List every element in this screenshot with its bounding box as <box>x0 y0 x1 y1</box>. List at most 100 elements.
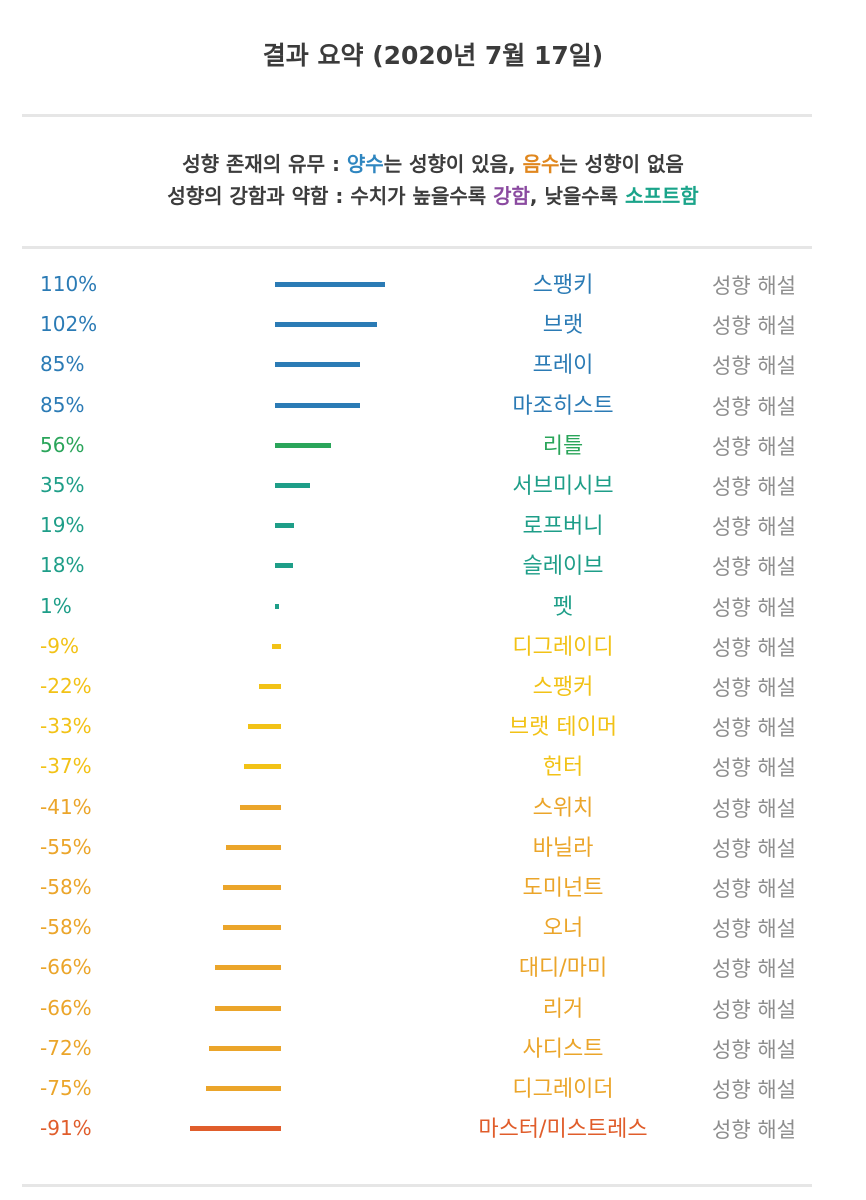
bar <box>275 483 310 488</box>
category-label: 사디스트 <box>522 1036 604 1062</box>
category-label: 서브미시브 <box>512 474 614 499</box>
explanation-link[interactable]: 성향 해설 <box>712 676 796 700</box>
explanation-link[interactable]: 성향 해설 <box>712 716 796 741</box>
value-label: 35% <box>40 473 85 497</box>
bar <box>275 563 293 569</box>
legend-text-line2-3: 소프트함 <box>625 184 699 208</box>
category-label: 스팽키 <box>532 273 594 298</box>
value-label: -75% <box>40 1076 92 1100</box>
legend-text-line1-1: 양수 <box>346 152 384 176</box>
divider-middle <box>22 246 812 249</box>
value-label: -55% <box>40 834 92 859</box>
category-label: 스위치 <box>532 795 594 821</box>
value-label: -9% <box>40 633 79 658</box>
bar <box>275 402 360 408</box>
bar <box>259 684 281 689</box>
category-label: 스팽커 <box>532 675 594 700</box>
explanation-link[interactable]: 성향 해설 <box>712 555 796 580</box>
bar <box>223 885 281 890</box>
category-label: 브랫 <box>542 313 584 339</box>
value-label: -22% <box>40 674 92 698</box>
explanation-link[interactable]: 성향 해설 <box>712 836 796 861</box>
bar <box>209 1045 281 1051</box>
explanation-link[interactable]: 성향 해설 <box>712 314 796 339</box>
category-label: 로프버니 <box>522 514 604 540</box>
category-label: 브랫 테이머 <box>508 715 618 741</box>
bar <box>226 844 281 850</box>
divider-bottom <box>22 1184 812 1187</box>
legend-text-line1-2: 는 성향이 있음, <box>383 152 523 176</box>
bar <box>223 925 281 931</box>
bar <box>275 282 385 287</box>
explanation-link[interactable]: 성향 해설 <box>712 877 796 901</box>
category-label: 도미넌트 <box>522 876 604 901</box>
explanation-link[interactable]: 성향 해설 <box>712 1078 796 1102</box>
category-label: 슬레이브 <box>522 554 604 580</box>
value-label: -37% <box>40 754 92 779</box>
explanation-link[interactable]: 성향 해설 <box>712 1118 796 1143</box>
category-label: 디그레이디 <box>512 634 614 660</box>
explanation-link[interactable]: 성향 해설 <box>712 635 796 660</box>
bar <box>244 764 281 770</box>
value-label: 85% <box>40 392 85 417</box>
legend-line-2: 성향의 강함과 약함 : 수치가 높을수록 강함, 낮을수록 소프트함 <box>0 180 866 209</box>
legend-text-line1-3: 음수 <box>522 152 560 176</box>
value-label: -72% <box>40 1035 92 1060</box>
value-label: -66% <box>40 995 92 1020</box>
bar <box>206 1086 281 1091</box>
value-label: 85% <box>40 352 85 377</box>
bar <box>272 643 281 649</box>
category-label: 오너 <box>542 916 584 942</box>
bar <box>275 442 331 448</box>
value-label: -58% <box>40 915 92 940</box>
legend-text-line1-0: 성향 존재의 유무 : <box>182 152 347 176</box>
bar <box>275 362 360 368</box>
explanation-link[interactable]: 성향 해설 <box>712 434 796 459</box>
explanation-link[interactable]: 성향 해설 <box>712 354 796 379</box>
value-label: -33% <box>40 714 92 739</box>
legend-text-line2-0: 성향의 강함과 약함 : 수치가 높을수록 <box>167 184 494 208</box>
explanation-link[interactable]: 성향 해설 <box>712 595 796 620</box>
value-label: -66% <box>40 955 92 980</box>
value-label: 1% <box>40 593 72 618</box>
explanation-link[interactable]: 성향 해설 <box>712 515 796 540</box>
explanation-link[interactable]: 성향 해설 <box>712 957 796 982</box>
category-label: 대디/마미 <box>518 956 608 982</box>
value-label: -58% <box>40 875 92 899</box>
bar <box>215 1005 281 1011</box>
value-label: 110% <box>40 272 98 296</box>
divider-top <box>22 114 812 117</box>
page-title: 결과 요약 (2020년 7월 17일) <box>262 41 604 70</box>
value-label: 56% <box>40 432 85 457</box>
value-label: 102% <box>40 312 98 337</box>
legend-text-line1-4: 는 성향이 없음 <box>559 152 684 176</box>
bar <box>275 322 377 328</box>
explanation-link[interactable]: 성향 해설 <box>712 756 796 781</box>
category-label: 마조히스트 <box>512 393 614 419</box>
category-label: 프레이 <box>532 353 594 379</box>
category-label: 리틀 <box>542 433 584 459</box>
legend-line-1: 성향 존재의 유무 : 양수는 성향이 있음, 음수는 성향이 없음 <box>0 148 866 177</box>
category-label: 디그레이더 <box>512 1077 614 1102</box>
category-label: 헌터 <box>542 755 584 781</box>
value-label: 18% <box>40 553 85 578</box>
explanation-link[interactable]: 성향 해설 <box>712 796 796 821</box>
bar <box>275 523 294 529</box>
explanation-link[interactable]: 성향 해설 <box>712 917 796 942</box>
bar <box>190 1126 281 1132</box>
bar <box>275 603 279 609</box>
bar <box>248 724 281 730</box>
explanation-link[interactable]: 성향 해설 <box>712 394 796 419</box>
explanation-link[interactable]: 성향 해설 <box>712 475 796 499</box>
explanation-link[interactable]: 성향 해설 <box>712 1037 796 1062</box>
legend-text-line2-1: 강함 <box>493 184 530 208</box>
category-label: 펫 <box>552 594 574 620</box>
bar <box>240 804 281 810</box>
value-label: -91% <box>40 1116 92 1141</box>
value-label: -41% <box>40 794 92 819</box>
explanation-link[interactable]: 성향 해설 <box>712 997 796 1022</box>
explanation-link[interactable]: 성향 해설 <box>712 274 796 298</box>
value-label: 19% <box>40 513 85 538</box>
category-label: 마스터/미스트레스 <box>478 1117 648 1143</box>
